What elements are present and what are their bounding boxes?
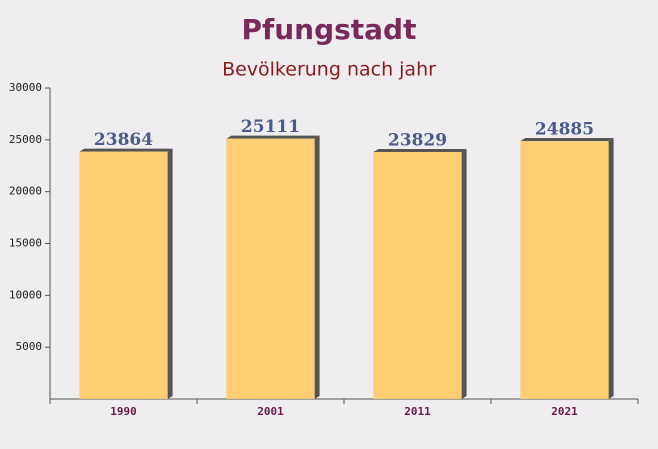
bar-shadow [314,135,320,400]
value-label: 23829 [388,130,447,150]
value-label: 25111 [241,117,300,137]
value-label: 24885 [535,120,594,140]
bar-shadow [608,138,614,399]
bar [79,151,168,399]
y-tick-label: 15000 [9,237,42,250]
x-tick-label: 2001 [257,405,284,418]
bar [520,141,609,399]
y-tick-label: 5000 [16,340,43,353]
x-tick-label: 2021 [551,405,578,418]
bar-top [520,138,614,142]
x-tick-label: 1990 [110,405,137,418]
x-tick-label: 2011 [404,405,431,418]
bar-top [79,148,173,152]
chart-subtitle: Bevölkerung nach jahr [222,59,436,81]
bar-shadow [167,148,173,399]
bar-shadow [461,148,467,399]
y-tick-label: 25000 [9,133,42,146]
y-tick-label: 10000 [9,288,42,301]
y-tick-label: 30000 [9,81,42,94]
y-tick-label: 20000 [9,185,42,198]
bar-top [226,135,320,139]
bar [373,151,462,399]
bar-top [373,148,467,152]
value-label: 23864 [94,130,153,150]
bar [226,138,315,400]
chart-title: Pfungstadt [242,13,417,46]
